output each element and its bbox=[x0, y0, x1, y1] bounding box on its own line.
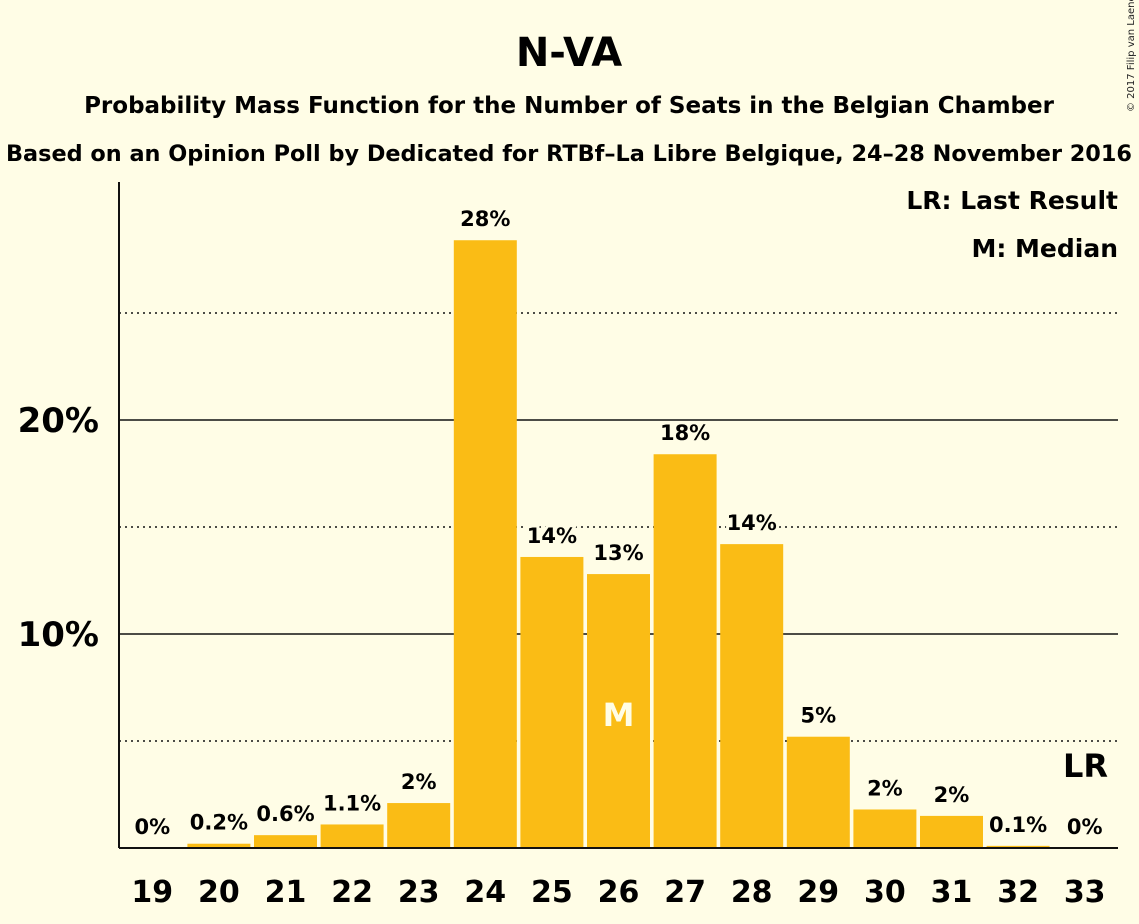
x-tick-label-20: 20 bbox=[198, 875, 240, 910]
bar-seats-27 bbox=[653, 454, 717, 848]
legend-last-result: LR: Last Result bbox=[906, 186, 1118, 215]
bar-seats-28 bbox=[720, 544, 784, 848]
copyright-notice: © 2017 Filip van Laenen bbox=[1126, 0, 1137, 112]
x-tick-label-22: 22 bbox=[331, 875, 373, 910]
bar-seats-21 bbox=[254, 835, 317, 848]
data-label-24: 28% bbox=[460, 207, 510, 231]
bar-seats-22 bbox=[320, 824, 384, 848]
data-label-20: 0.2% bbox=[190, 811, 248, 835]
data-label-27: 18% bbox=[660, 421, 710, 445]
bar-seats-20 bbox=[187, 843, 251, 848]
bar-seats-25 bbox=[520, 556, 584, 848]
bar-seats-32 bbox=[986, 845, 1050, 848]
legend-median: M: Median bbox=[971, 234, 1118, 263]
data-labels: 0% 0.2% 0.6% 1.1% 2% 28% 14% 13% M 18% 14% 5% 2% 2% 0.… bbox=[131, 204, 1108, 842]
data-label-29: 5% bbox=[800, 704, 836, 728]
x-tick-label-29: 29 bbox=[797, 875, 839, 910]
y-tick-labels: 10% 20% bbox=[18, 401, 99, 655]
data-label-25: 14% bbox=[527, 524, 577, 548]
bar-seats-30 bbox=[853, 809, 917, 848]
data-label-23: 2% bbox=[401, 770, 437, 794]
x-tick-label-30: 30 bbox=[864, 875, 906, 910]
data-label-31: 2% bbox=[934, 783, 970, 807]
bar-seats-31 bbox=[920, 815, 983, 848]
x-tick-label-26: 26 bbox=[598, 875, 640, 910]
data-label-21: 0.6% bbox=[256, 802, 314, 826]
data-label-32: 0.1% bbox=[989, 813, 1047, 837]
data-label-22: 1.1% bbox=[323, 791, 381, 815]
x-tick-label-24: 24 bbox=[464, 875, 506, 910]
last-result-marker: LR bbox=[1063, 747, 1108, 785]
median-marker: M bbox=[603, 696, 635, 734]
chart-title: N-VA bbox=[516, 30, 622, 76]
x-tick-label-31: 31 bbox=[931, 875, 973, 910]
x-tick-label-19: 19 bbox=[131, 875, 173, 910]
x-tick-label-32: 32 bbox=[997, 875, 1039, 910]
chart-subtitle-2: Based on an Opinion Poll by Dedicated fo… bbox=[6, 142, 1132, 167]
data-label-30: 2% bbox=[867, 776, 903, 800]
bars bbox=[187, 240, 1050, 849]
x-tick-label-33: 33 bbox=[1064, 875, 1106, 910]
x-tick-label-21: 21 bbox=[265, 875, 307, 910]
bar-seats-26 bbox=[587, 574, 650, 848]
x-tick-label-25: 25 bbox=[531, 875, 573, 910]
data-label-19: 0% bbox=[134, 815, 170, 839]
bar-seats-29 bbox=[786, 736, 850, 848]
data-label-26: 13% bbox=[593, 541, 643, 565]
x-tick-label-23: 23 bbox=[398, 875, 440, 910]
x-tick-label-28: 28 bbox=[731, 875, 773, 910]
chart-subtitle: Probability Mass Function for the Number… bbox=[84, 93, 1055, 119]
data-label-33: 0% bbox=[1067, 815, 1103, 839]
y-tick-label-10: 10% bbox=[18, 615, 99, 655]
x-tick-label-27: 27 bbox=[664, 875, 706, 910]
y-tick-label-20: 20% bbox=[18, 401, 99, 441]
bar-seats-23 bbox=[387, 803, 451, 848]
data-label-28: 14% bbox=[727, 511, 777, 535]
bar-seats-24 bbox=[453, 240, 517, 849]
x-tick-labels: 19 20 21 22 23 24 25 26 27 28 29 30 31 32 33 bbox=[131, 875, 1105, 910]
